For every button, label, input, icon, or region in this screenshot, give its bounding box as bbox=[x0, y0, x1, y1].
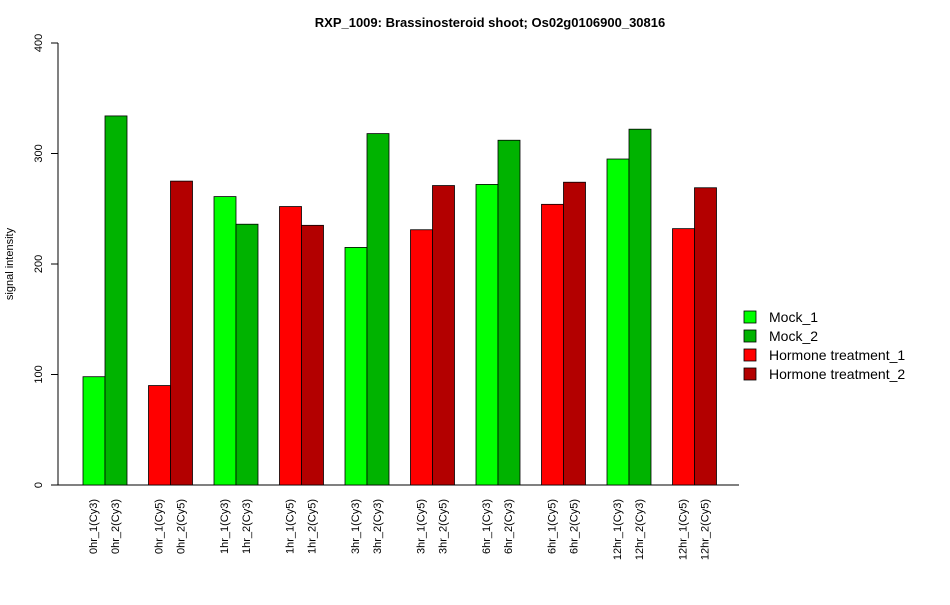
bar bbox=[541, 203, 564, 486]
x-tick-label: 0hr_1(Cy3) bbox=[88, 499, 100, 554]
bar bbox=[344, 247, 368, 486]
legend-label: Hormone treatment_2 bbox=[769, 366, 905, 382]
bar bbox=[104, 115, 128, 486]
x-tick-label: 12hr_1(Cy5) bbox=[677, 499, 689, 560]
bar bbox=[672, 228, 695, 486]
legend-label: Mock_2 bbox=[769, 328, 818, 344]
bar bbox=[366, 133, 390, 486]
x-tick-label: 6hr_1(Cy5) bbox=[546, 499, 558, 554]
x-tick-label: 1hr_1(Cy5) bbox=[284, 499, 296, 554]
bar bbox=[475, 184, 499, 486]
bar bbox=[628, 128, 652, 486]
x-tick-label: 6hr_2(Cy5) bbox=[568, 499, 580, 554]
legend-label: Hormone treatment_1 bbox=[769, 347, 905, 363]
y-tick-label: 200 bbox=[33, 255, 45, 273]
y-axis-label: signal intensity bbox=[4, 227, 16, 300]
bar bbox=[170, 180, 193, 486]
legend-label: Mock_1 bbox=[769, 309, 818, 325]
x-tick-label: 1hr_1(Cy3) bbox=[219, 499, 231, 554]
legend-swatch bbox=[743, 329, 757, 343]
x-tick-label: 6hr_2(Cy3) bbox=[503, 499, 515, 554]
x-tick-label: 3hr_2(Cy3) bbox=[372, 499, 384, 554]
y-tick-label: 400 bbox=[33, 34, 45, 52]
x-tick-label: 3hr_1(Cy3) bbox=[350, 499, 362, 554]
bar bbox=[301, 224, 324, 486]
bar bbox=[213, 196, 237, 486]
x-tick-label: 0hr_2(Cy5) bbox=[175, 499, 187, 554]
legend-swatch bbox=[743, 367, 757, 381]
y-tick-label: 100 bbox=[33, 365, 45, 383]
bar bbox=[432, 185, 455, 486]
bar bbox=[606, 158, 630, 486]
plot-area: 0 100 200 300 400 0hr_1(Cy3) 0hr_2(Cy3) 0hr_1(C… bbox=[33, 34, 739, 560]
y-tick-label: 300 bbox=[33, 144, 45, 162]
bar bbox=[694, 187, 717, 486]
bar bbox=[279, 206, 302, 486]
legend-swatch bbox=[743, 348, 757, 362]
bar bbox=[148, 385, 171, 486]
legend-swatch bbox=[743, 310, 757, 324]
x-tick-label: 3hr_2(Cy5) bbox=[437, 499, 449, 554]
x-tick-label: 12hr_2(Cy3) bbox=[634, 499, 646, 560]
legend: Mock_1 Mock_2 Hormone treatment_1 Hormone t… bbox=[743, 309, 905, 382]
bar bbox=[235, 223, 259, 486]
bar bbox=[563, 181, 586, 486]
bar bbox=[497, 139, 521, 486]
x-tick-label: 0hr_2(Cy3) bbox=[110, 499, 122, 554]
x-tick-label: 3hr_1(Cy5) bbox=[415, 499, 427, 554]
y-tick-label: 0 bbox=[33, 482, 45, 488]
x-tick-label: 12hr_2(Cy5) bbox=[699, 499, 711, 560]
x-tick-label: 1hr_2(Cy5) bbox=[306, 499, 318, 554]
x-tick-label: 6hr_1(Cy3) bbox=[481, 499, 493, 554]
chart-title: RXP_1009: Brassinosteroid shoot; Os02g01… bbox=[315, 15, 665, 30]
bar bbox=[82, 376, 106, 486]
x-tick-label: 12hr_1(Cy3) bbox=[612, 499, 624, 560]
x-tick-label: 1hr_2(Cy3) bbox=[241, 499, 253, 554]
bar bbox=[410, 229, 433, 486]
x-tick-label: 0hr_1(Cy5) bbox=[153, 499, 165, 554]
